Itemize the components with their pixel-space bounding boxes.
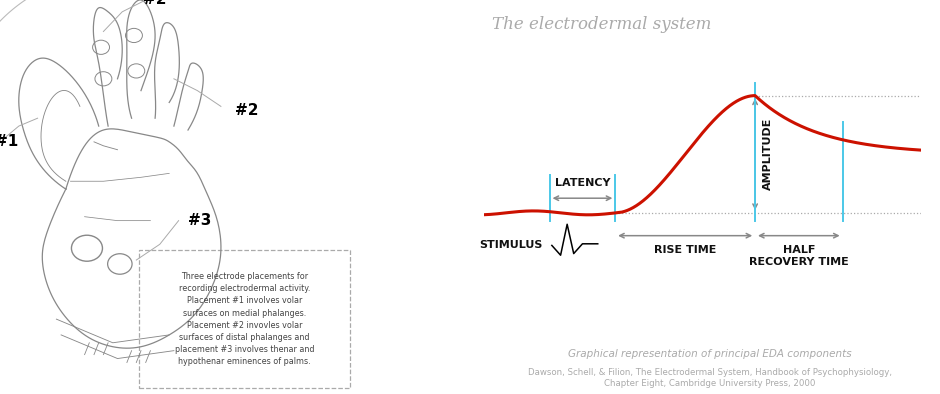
Text: Graphical representation of principal EDA components: Graphical representation of principal ED…	[568, 349, 852, 359]
Text: #3: #3	[188, 213, 212, 228]
Text: Three electrode placements for
recording electrodermal activity.
Placement #1 in: Three electrode placements for recording…	[175, 272, 314, 366]
Text: The electrodermal system: The electrodermal system	[492, 16, 712, 33]
Text: Dawson, Schell, & Filion, The Electrodermal System, Handbook of Psychophysiology: Dawson, Schell, & Filion, The Electroder…	[527, 368, 892, 388]
Text: STIMULUS: STIMULUS	[479, 240, 543, 251]
Text: AMPLITUDE: AMPLITUDE	[763, 118, 773, 190]
Text: #2: #2	[235, 103, 258, 118]
Text: HALF
RECOVERY TIME: HALF RECOVERY TIME	[749, 245, 849, 267]
Text: LATENCY: LATENCY	[555, 178, 610, 188]
FancyBboxPatch shape	[139, 250, 350, 388]
Text: #2: #2	[143, 0, 167, 7]
Text: RISE TIME: RISE TIME	[654, 245, 716, 255]
Text: #1: #1	[0, 134, 19, 149]
